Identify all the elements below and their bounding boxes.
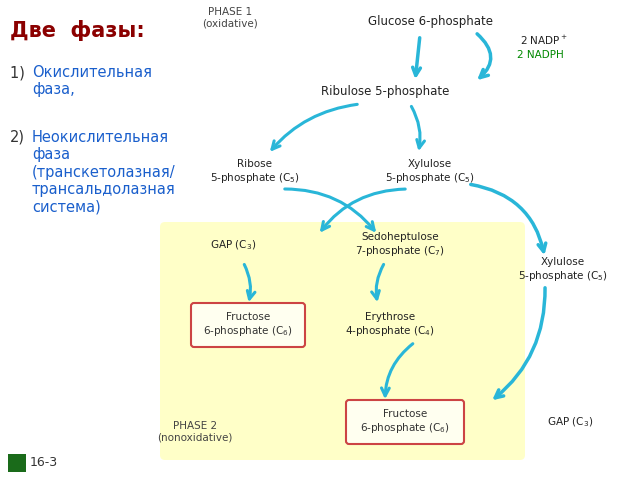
FancyBboxPatch shape: [160, 222, 525, 460]
Text: Fructose
6-phosphate (C$_6$): Fructose 6-phosphate (C$_6$): [203, 312, 293, 338]
Text: Ribulose 5-phosphate: Ribulose 5-phosphate: [321, 85, 449, 98]
Text: GAP (C$_3$): GAP (C$_3$): [547, 415, 593, 429]
Text: Erythrose
4-phosphate (C$_4$): Erythrose 4-phosphate (C$_4$): [345, 312, 435, 338]
Text: 1): 1): [10, 65, 29, 80]
Text: 2): 2): [10, 130, 25, 145]
FancyBboxPatch shape: [346, 400, 464, 444]
Text: Xylulose
5-phosphate (C$_5$): Xylulose 5-phosphate (C$_5$): [518, 257, 608, 283]
Text: 16-3: 16-3: [30, 456, 58, 469]
Text: Окислительная
фаза,: Окислительная фаза,: [32, 65, 152, 97]
Text: PHASE 2
(nonoxidative): PHASE 2 (nonoxidative): [157, 421, 233, 443]
Text: GAP (C$_3$): GAP (C$_3$): [210, 238, 256, 252]
Text: Fructose
6-phosphate (C$_6$): Fructose 6-phosphate (C$_6$): [360, 409, 450, 435]
Text: Неокислительная
фаза
(транскетолазная/
трансальдолазная
система): Неокислительная фаза (транскетолазная/ т…: [32, 130, 176, 215]
Text: 2 NADPH: 2 NADPH: [516, 50, 563, 60]
FancyBboxPatch shape: [8, 454, 26, 472]
Text: Sedoheptulose
7-phosphate (C$_7$): Sedoheptulose 7-phosphate (C$_7$): [355, 232, 445, 258]
FancyBboxPatch shape: [191, 303, 305, 347]
Text: Glucose 6-phosphate: Glucose 6-phosphate: [367, 15, 493, 28]
Text: 2 NADP$^+$: 2 NADP$^+$: [520, 34, 568, 47]
Text: Две  фазы:: Две фазы:: [10, 20, 145, 41]
Text: Ribose
5-phosphate (C$_5$): Ribose 5-phosphate (C$_5$): [210, 159, 300, 185]
Text: Xylulose
5-phosphate (C$_5$): Xylulose 5-phosphate (C$_5$): [385, 159, 475, 185]
Text: PHASE 1
(oxidative): PHASE 1 (oxidative): [202, 7, 258, 29]
